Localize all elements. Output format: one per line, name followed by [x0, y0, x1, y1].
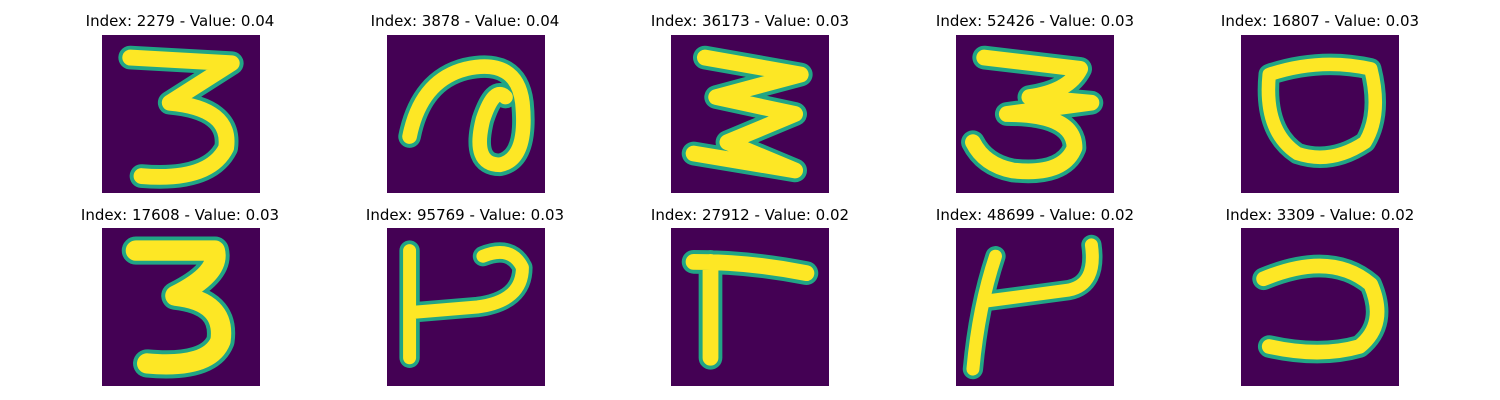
panel-title: Index: 95769 - Value: 0.03: [365, 206, 565, 224]
digit-image: [387, 35, 547, 195]
three-digit-icon: [671, 35, 829, 193]
three-digit-icon: [956, 35, 1114, 193]
digit-image: [1241, 35, 1401, 195]
zero-digit-icon: [1241, 35, 1399, 193]
panel-title: Index: 52426 - Value: 0.03: [935, 12, 1135, 30]
panel-title: Index: 16807 - Value: 0.03: [1220, 12, 1420, 30]
digit-image: [102, 35, 262, 195]
digit-image: [956, 228, 1116, 388]
u-glyph-icon: [956, 228, 1114, 386]
three-digit-icon: [102, 35, 260, 193]
three-digit-icon: [102, 228, 260, 386]
panel-title: Index: 3878 - Value: 0.04: [370, 12, 560, 30]
digit-image: [1241, 228, 1401, 388]
loop-digit-icon: [387, 35, 545, 193]
panel-title: Index: 17608 - Value: 0.03: [80, 206, 280, 224]
digit-image: [956, 35, 1116, 195]
digit-image: [671, 228, 831, 388]
panel-title: Index: 2279 - Value: 0.04: [85, 12, 275, 30]
reversed-c-glyph-icon: [1241, 228, 1399, 386]
r-glyph-icon: [671, 228, 829, 386]
panel-title: Index: 3309 - Value: 0.02: [1225, 206, 1415, 224]
panel-title: Index: 48699 - Value: 0.02: [935, 206, 1135, 224]
panel-title: Index: 27912 - Value: 0.02: [650, 206, 850, 224]
digit-image: [102, 228, 262, 388]
h-glyph-icon: [387, 228, 545, 386]
panel-title: Index: 36173 - Value: 0.03: [650, 12, 850, 30]
digit-image: [387, 228, 547, 388]
digit-image: [671, 35, 831, 195]
